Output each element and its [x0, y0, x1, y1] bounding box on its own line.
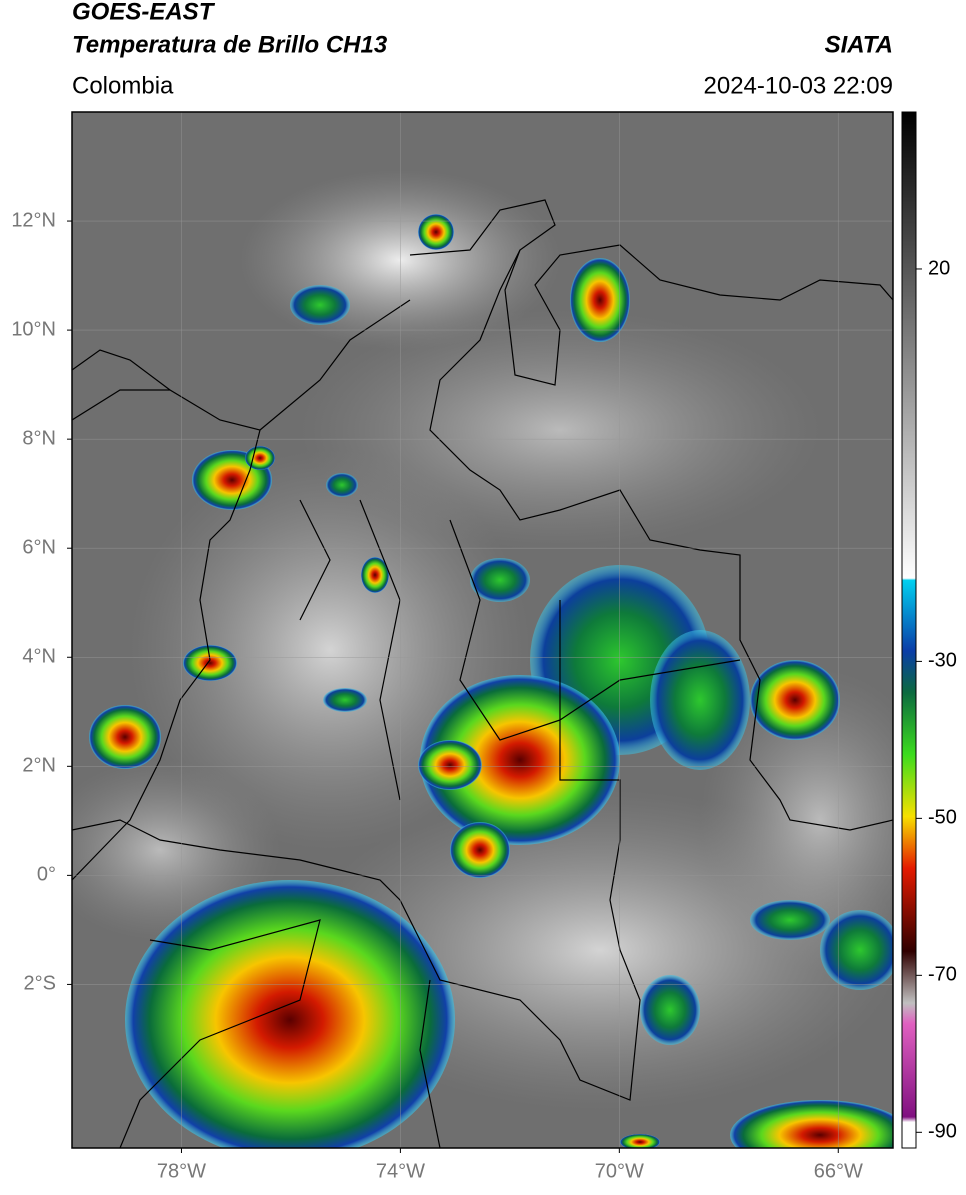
timestamp: 2024-10-03 22:09	[704, 72, 894, 99]
subtitle: Temperatura de Brillo CH13	[72, 31, 388, 58]
colorbar-tick-label: -50	[928, 807, 957, 829]
x-tick-label: 66°W	[814, 1160, 863, 1182]
x-tick-label: 74°W	[376, 1160, 425, 1182]
y-tick-label: 2°N	[22, 755, 56, 777]
colorbar-tick-label: -70	[928, 964, 957, 986]
colorbar-tick-label: 20	[928, 257, 950, 279]
y-tick-label: 4°N	[22, 646, 56, 668]
colorbar-tick-label: -30	[928, 650, 957, 672]
y-tick-label: 2°S	[24, 973, 56, 995]
region: Colombia	[72, 72, 174, 99]
map-frame	[71, 111, 894, 1149]
y-tick-label: 8°N	[22, 427, 56, 449]
colorbar-tick-label: -90	[928, 1121, 957, 1143]
y-tick-label: 12°N	[11, 209, 56, 231]
title: GOES-EAST	[72, 0, 216, 25]
y-tick-label: 10°N	[11, 318, 56, 340]
y-tick-label: 0°	[37, 864, 56, 886]
x-tick-label: 70°W	[595, 1160, 644, 1182]
satellite-image	[72, 112, 893, 1148]
colorbar	[901, 111, 917, 1149]
graticule	[72, 112, 893, 1148]
source: SIATA	[825, 31, 893, 58]
x-tick-label: 78°W	[157, 1160, 206, 1182]
y-tick-label: 6°N	[22, 536, 56, 558]
